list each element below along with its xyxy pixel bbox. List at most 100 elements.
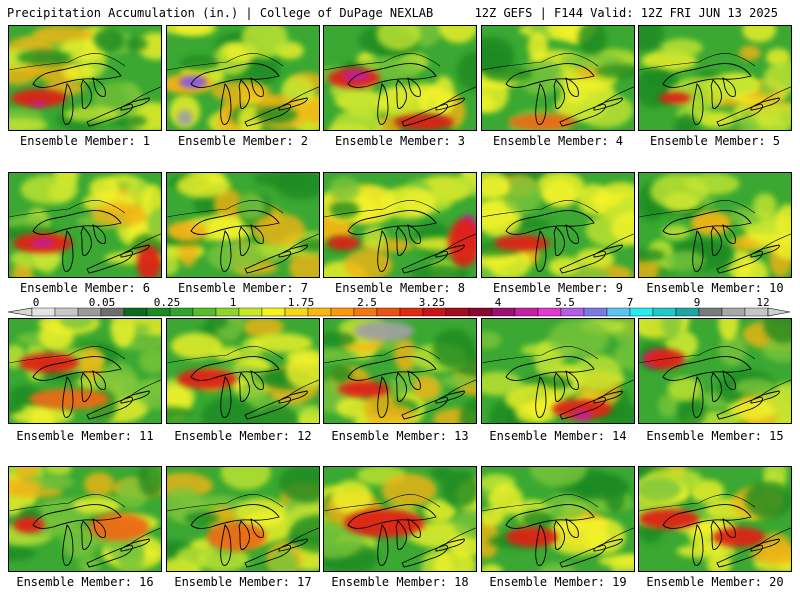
precip-map bbox=[167, 26, 319, 130]
ensemble-member-label: Ensemble Member: 13 bbox=[331, 429, 469, 443]
ensemble-member-label: Ensemble Member: 4 bbox=[492, 134, 624, 148]
colorbar-swatch bbox=[100, 307, 125, 317]
colorbar-swatch bbox=[261, 307, 286, 317]
model-run-info: 12Z GEFS | F144 Valid: 12Z FRI JUN 13 20… bbox=[474, 6, 778, 20]
border-outline bbox=[324, 346, 476, 398]
ensemble-member-label: Ensemble Member: 14 bbox=[489, 429, 627, 443]
ensemble-member-label: Ensemble Member: 6 bbox=[19, 281, 151, 295]
colorbar-swatch bbox=[583, 307, 608, 317]
colorbar-swatch bbox=[31, 307, 56, 317]
border-outline bbox=[167, 346, 319, 398]
great-lakes-outline bbox=[32, 504, 150, 568]
ensemble-map-12 bbox=[166, 318, 320, 424]
ensemble-map-5 bbox=[638, 25, 792, 131]
precip-map bbox=[639, 319, 791, 423]
colorbar-swatch bbox=[652, 307, 677, 317]
colorbar-tick-label: 9 bbox=[693, 296, 701, 309]
great-lakes-outline bbox=[505, 504, 623, 568]
ensemble-map-16 bbox=[8, 466, 162, 572]
precip-map bbox=[167, 467, 319, 571]
colorbar-tick-label: 2.5 bbox=[357, 296, 377, 309]
ensemble-map-14 bbox=[481, 318, 635, 424]
colorbar-swatch bbox=[468, 307, 493, 317]
colorbar-swatch bbox=[77, 307, 102, 317]
great-lakes-outline bbox=[190, 210, 308, 274]
colorbar-swatch bbox=[744, 307, 769, 317]
ensemble-member-label: Ensemble Member: 16 bbox=[16, 575, 154, 589]
colorbar-tick-label: 1.75 bbox=[287, 296, 315, 309]
border-outline bbox=[639, 200, 791, 252]
ensemble-member-label: Ensemble Member: 1 bbox=[19, 134, 151, 148]
border-outline bbox=[167, 200, 319, 252]
colorbar-swatch bbox=[399, 307, 424, 317]
great-lakes-outline bbox=[662, 210, 780, 274]
colorbar-tick-label: 5.5 bbox=[555, 296, 575, 309]
border-outline bbox=[482, 346, 634, 398]
colorbar-swatch bbox=[238, 307, 263, 317]
ensemble-member-label: Ensemble Member: 9 bbox=[492, 281, 624, 295]
ensemble-member-label: Ensemble Member: 19 bbox=[489, 575, 627, 589]
border-outline bbox=[9, 346, 161, 398]
ensemble-map-10 bbox=[638, 172, 792, 278]
ensemble-map-6 bbox=[8, 172, 162, 278]
border-outline bbox=[167, 494, 319, 546]
precip-map bbox=[324, 173, 476, 277]
precip-map bbox=[482, 319, 634, 423]
great-lakes-outline bbox=[505, 356, 623, 420]
colorbar-swatch bbox=[445, 307, 470, 317]
precip-map bbox=[482, 26, 634, 130]
precip-map bbox=[9, 319, 161, 423]
border-outline bbox=[324, 200, 476, 252]
colorbar-swatch bbox=[169, 307, 194, 317]
ensemble-map-13 bbox=[323, 318, 477, 424]
ensemble-member-label: Ensemble Member: 11 bbox=[16, 429, 154, 443]
ensemble-member-label: Ensemble Member: 18 bbox=[331, 575, 469, 589]
border-outline bbox=[482, 53, 634, 105]
great-lakes-outline bbox=[505, 210, 623, 274]
colorbar-swatch bbox=[606, 307, 631, 317]
great-lakes-outline bbox=[190, 356, 308, 420]
great-lakes-outline bbox=[190, 63, 308, 127]
colorbar-swatch bbox=[629, 307, 654, 317]
colorbar-swatch bbox=[560, 307, 585, 317]
ensemble-map-18 bbox=[323, 466, 477, 572]
colorbar-swatch bbox=[514, 307, 539, 317]
colorbar-swatch bbox=[721, 307, 746, 317]
precip-colorbar bbox=[7, 307, 791, 317]
ensemble-map-19 bbox=[481, 466, 635, 572]
great-lakes-outline bbox=[662, 356, 780, 420]
colorbar-tick-label: 3.25 bbox=[418, 296, 446, 309]
ensemble-map-20 bbox=[638, 466, 792, 572]
colorbar-swatch bbox=[284, 307, 309, 317]
ensemble-member-label: Ensemble Member: 8 bbox=[334, 281, 466, 295]
great-lakes-outline bbox=[347, 210, 465, 274]
border-outline bbox=[324, 53, 476, 105]
colorbar-tick-label: 1 bbox=[229, 296, 237, 309]
great-lakes-outline bbox=[32, 210, 150, 274]
great-lakes-outline bbox=[347, 504, 465, 568]
ensemble-member-label: Ensemble Member: 20 bbox=[646, 575, 784, 589]
precip-map bbox=[482, 173, 634, 277]
ensemble-map-11 bbox=[8, 318, 162, 424]
precip-map bbox=[324, 319, 476, 423]
ensemble-member-label: Ensemble Member: 15 bbox=[646, 429, 784, 443]
page-title: Precipitation Accumulation (in.) | Colle… bbox=[7, 6, 434, 20]
great-lakes-outline bbox=[32, 356, 150, 420]
colorbar-tick-label: 4 bbox=[494, 296, 502, 309]
ensemble-member-label: Ensemble Member: 2 bbox=[177, 134, 309, 148]
ensemble-member-label: Ensemble Member: 7 bbox=[177, 281, 309, 295]
precip-map bbox=[482, 467, 634, 571]
colorbar-swatch bbox=[123, 307, 148, 317]
colorbar-swatch bbox=[146, 307, 171, 317]
colorbar-swatch bbox=[537, 307, 562, 317]
ensemble-map-3 bbox=[323, 25, 477, 131]
precip-map bbox=[9, 26, 161, 130]
colorbar-max-arrow bbox=[767, 307, 791, 317]
ensemble-member-label: Ensemble Member: 10 bbox=[646, 281, 784, 295]
precip-map bbox=[167, 173, 319, 277]
colorbar-swatch bbox=[215, 307, 240, 317]
precip-map bbox=[639, 467, 791, 571]
great-lakes-outline bbox=[32, 63, 150, 127]
ensemble-member-label: Ensemble Member: 3 bbox=[334, 134, 466, 148]
precip-map bbox=[167, 319, 319, 423]
